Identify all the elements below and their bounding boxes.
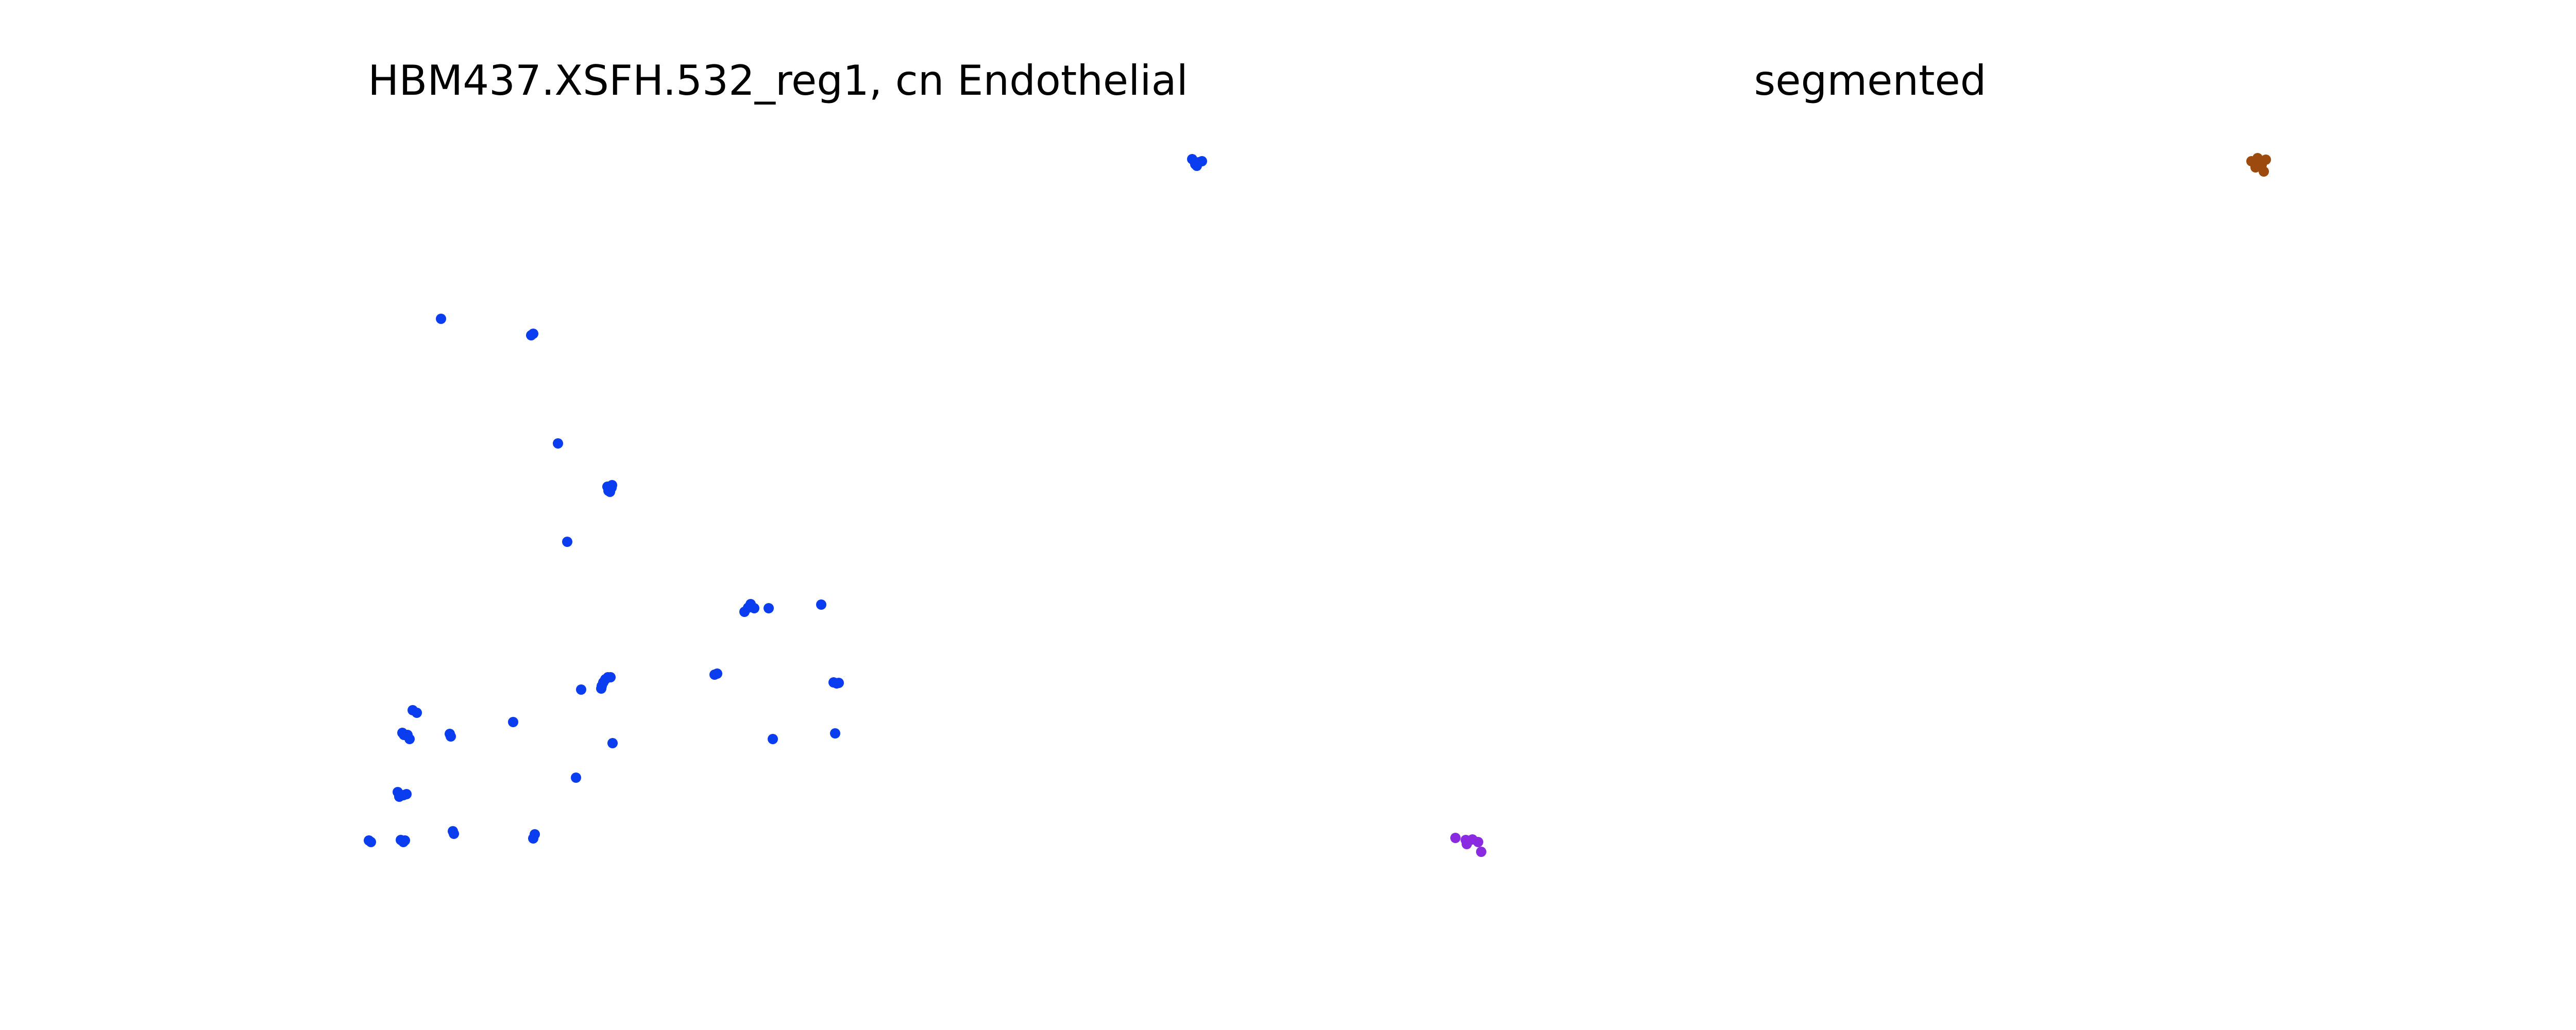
scatter-point: [530, 829, 540, 839]
panel-title-segmented: segmented: [1754, 57, 1987, 105]
scatter-point: [404, 734, 415, 744]
scatter-point: [749, 603, 759, 613]
scatter-point: [2255, 159, 2265, 169]
scatter-point: [398, 837, 409, 847]
panel-title-endothelial: HBM437.XSFH.532_reg1, cn Endothelial: [368, 57, 1188, 105]
scatter-point: [436, 314, 446, 324]
scatter-point: [834, 678, 844, 688]
scatter-point: [576, 684, 586, 695]
scatter-point: [366, 837, 376, 847]
scatter-point: [1450, 833, 1461, 843]
scatter-point: [553, 438, 563, 449]
scatter-point: [1476, 847, 1486, 857]
scatter-point: [398, 790, 409, 800]
scatter-point: [816, 599, 826, 610]
scatter-point: [1473, 837, 1483, 847]
scatter-point: [605, 487, 615, 497]
scatter-point: [607, 738, 618, 748]
scatter-point: [768, 734, 778, 744]
scatter-point: [526, 330, 536, 340]
panel-endothelial: [364, 154, 1207, 847]
scatter-point: [712, 668, 722, 679]
scatter-point: [1197, 156, 1207, 166]
scatter-point: [605, 672, 616, 682]
scatter-point: [597, 681, 607, 691]
scatter-point: [739, 607, 750, 617]
scatter-point: [412, 708, 422, 718]
scatter-point: [446, 731, 456, 742]
scatter-point: [508, 717, 518, 727]
scatter-point: [571, 772, 581, 783]
scatter-point: [764, 603, 774, 613]
scatter-point: [562, 537, 572, 547]
scatter-point: [2259, 166, 2269, 177]
scatter-point: [449, 829, 459, 839]
panel-segmented: [1450, 153, 2271, 857]
scatter-point: [830, 728, 840, 739]
